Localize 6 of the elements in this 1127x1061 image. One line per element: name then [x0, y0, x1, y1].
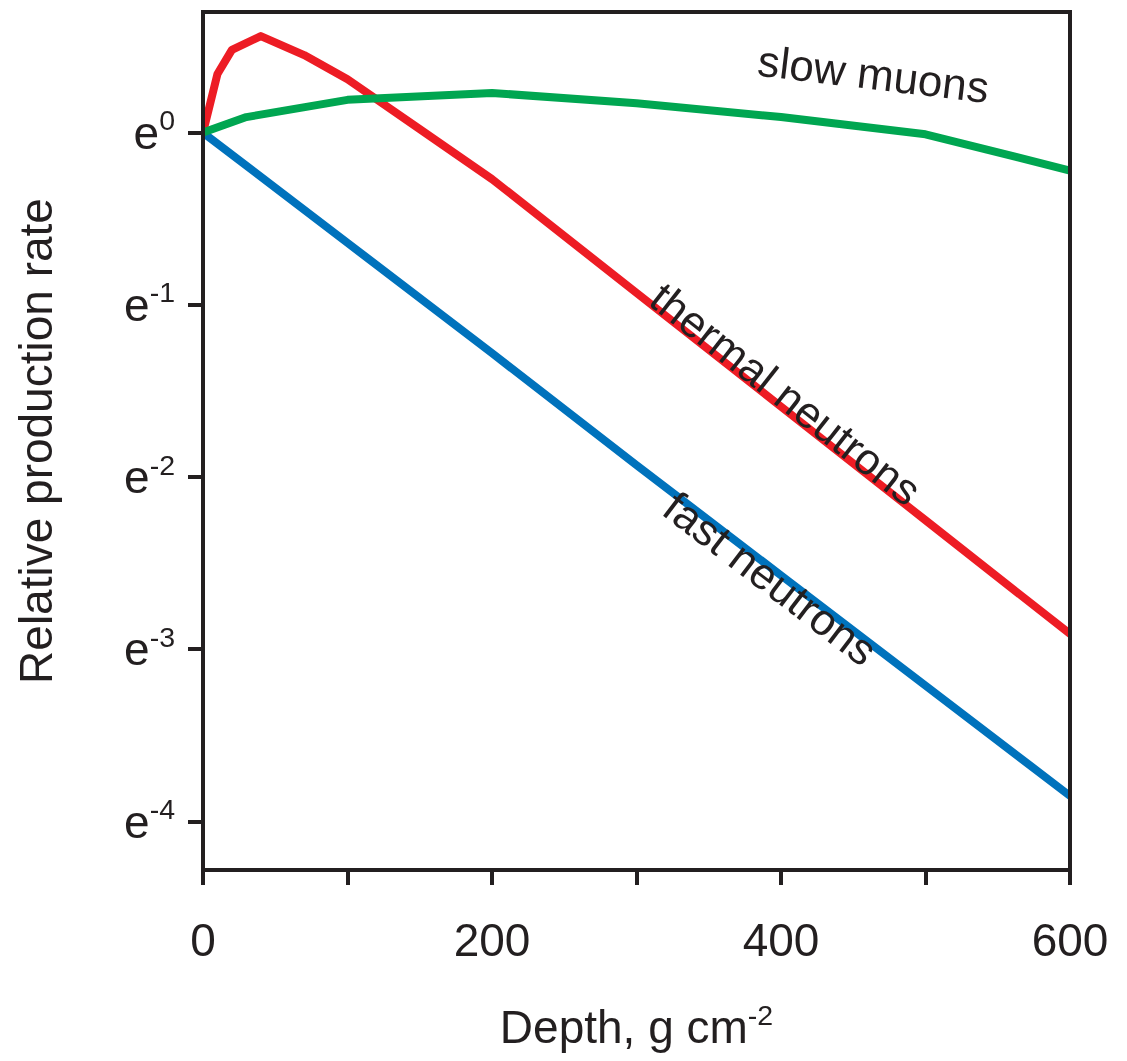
x-tick-label: 0 [190, 914, 216, 966]
x-tick-label: 600 [1031, 914, 1109, 966]
x-tick-label: 200 [453, 914, 531, 966]
x-tick-label: 400 [742, 914, 820, 966]
text: slow muons [755, 35, 992, 112]
y-axis-title: Relative production rate [10, 198, 62, 684]
